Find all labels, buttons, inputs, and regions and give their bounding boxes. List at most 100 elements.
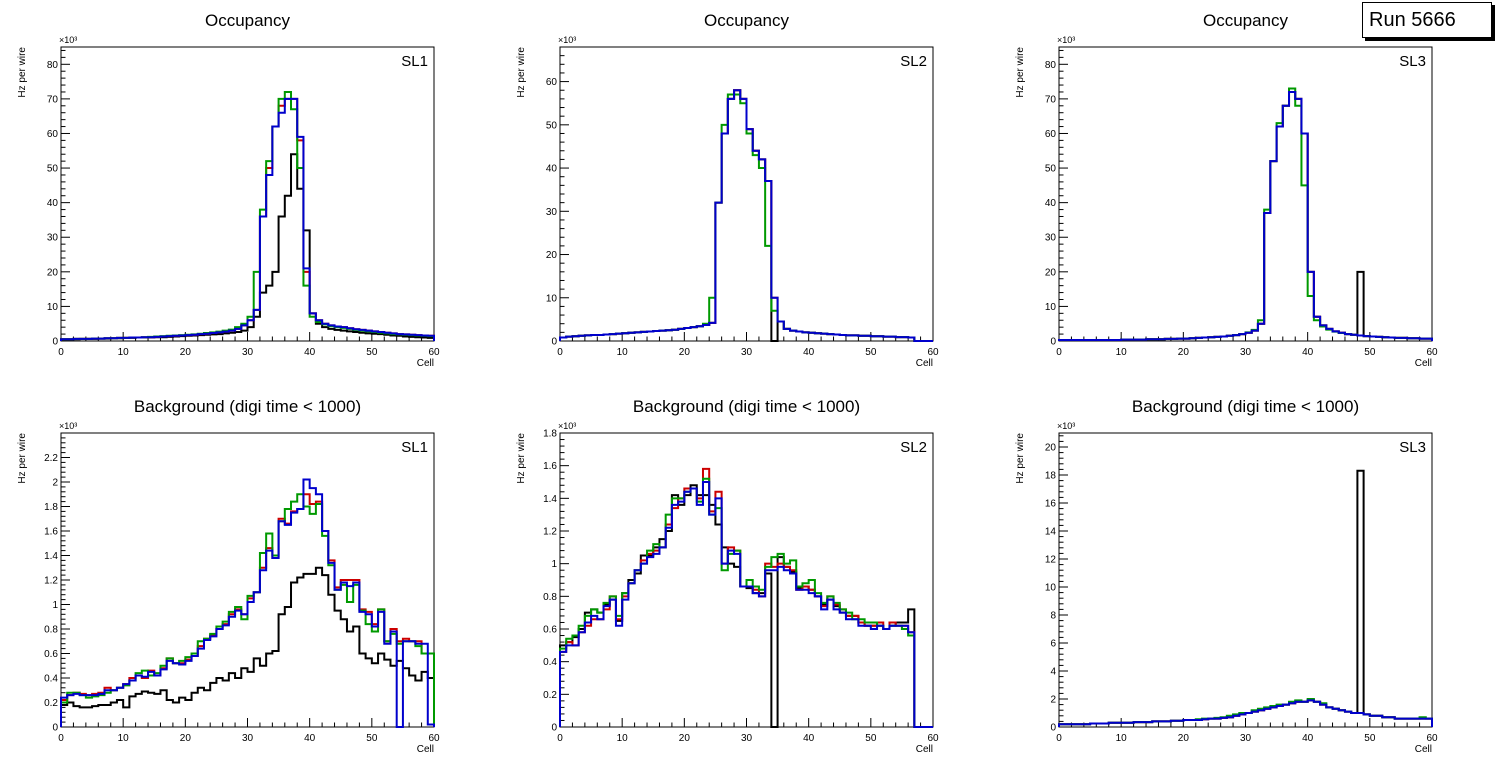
chart-title: Occupancy [704,11,790,30]
y-tick-label: 60 [47,129,59,140]
y-tick-label: 0.2 [44,698,58,709]
plot-frame [559,46,934,342]
x-tick-label: 40 [304,733,316,744]
x-tick-label: 20 [679,347,691,358]
chart-title: Occupancy [1203,11,1289,30]
x-tick-label: 10 [118,733,130,744]
histogram-series-blue [60,97,435,341]
histogram-series-green [559,93,933,342]
plot-frame [60,46,435,342]
y-tick-label: 70 [1045,94,1057,105]
x-tick-label: 30 [1240,347,1252,358]
y-tick-label: 2.2 [44,453,58,464]
plot-frame [1058,46,1433,342]
x-tick-label: 10 [1116,347,1128,358]
y-axis-exponent: ×10³ [59,35,77,45]
x-tick-label: 60 [428,347,440,358]
histogram-series-blue [559,89,933,342]
y-tick-label: 6 [1050,639,1056,650]
y-tick-label: 1.8 [44,502,58,513]
x-tick-label: 40 [304,347,316,358]
x-tick-label: 0 [557,347,563,358]
y-axis-exponent: ×10³ [1057,35,1075,45]
x-tick-label: 50 [865,733,877,744]
superlayer-label: SL2 [900,53,927,70]
y-tick-label: 20 [546,250,558,261]
histogram-panel-6: 0 10 20 30 40 50 60 0 2 4 6 8 10 12 14 16 18 20 ×10³ Backgr… [1015,397,1438,755]
y-tick-label: 16 [1045,499,1057,510]
superlayer-label: SL1 [401,439,428,456]
x-tick-label: 20 [1178,347,1190,358]
y-axis-title: Hz per wire [1015,433,1026,484]
y-tick-label: 0.8 [543,592,557,603]
y-tick-label: 2 [1050,695,1056,706]
y-tick-label: 0.6 [543,625,557,636]
histogram-panel-4: 0 10 20 30 40 50 60 0 0.2 0.4 0.6 0.8 1 1.2 1.4 1.6 1.8 2… [17,397,440,755]
x-tick-label: 50 [865,347,877,358]
y-tick-label: 1.6 [44,527,58,538]
y-axis-title: Hz per wire [17,47,28,98]
x-tick-label: 10 [1116,733,1128,744]
plot-frame [60,432,435,728]
histogram-series-black [1058,469,1433,727]
x-tick-label: 50 [366,347,378,358]
histogram-series-black [1058,90,1433,341]
x-axis-title: Cell [417,358,434,369]
x-tick-label: 40 [803,347,815,358]
x-tick-label: 60 [428,733,440,744]
x-axis-title: Cell [1415,744,1432,755]
x-axis-title: Cell [1415,358,1432,369]
x-tick-label: 0 [557,733,563,744]
x-tick-label: 10 [617,733,629,744]
y-tick-label: 10 [47,302,59,313]
histogram-series-blue [1058,90,1433,341]
x-tick-label: 0 [1056,733,1062,744]
y-tick-label: 70 [47,94,59,105]
y-tick-label: 1.6 [543,461,557,472]
superlayer-label: SL3 [1399,439,1426,456]
chart-title: Occupancy [205,11,291,30]
y-tick-label: 50 [47,164,59,175]
y-axis-exponent: ×10³ [558,35,576,45]
x-tick-label: 10 [118,347,130,358]
y-tick-label: 60 [1045,129,1057,140]
x-tick-label: 40 [803,733,815,744]
x-tick-label: 0 [1056,347,1062,358]
x-tick-label: 40 [1302,347,1314,358]
chart-title: Background (digi time < 1000) [134,397,361,416]
y-tick-label: 1.2 [543,527,557,538]
x-axis-title: Cell [916,744,933,755]
histogram-panel-1: 0 10 20 30 40 50 60 0 10 20 30 40 50 60 70 80 ×10³ Occupa… [17,11,440,369]
histogram-panel-5: 0 10 20 30 40 50 60 0 0.2 0.4 0.6 0.8 1 1.2 1.4 1.6 1.8×… [516,397,939,755]
y-tick-label: 20 [1045,267,1057,278]
superlayer-label: SL1 [401,53,428,70]
x-tick-label: 50 [1364,347,1376,358]
x-tick-label: 20 [1178,733,1190,744]
y-tick-label: 1.4 [44,551,58,562]
histogram-series-black [60,566,435,727]
histogram-series-green [1058,87,1433,341]
y-tick-label: 10 [1045,583,1057,594]
y-tick-label: 8 [1050,611,1056,622]
y-tick-label: 18 [1045,471,1057,482]
x-tick-label: 50 [366,733,378,744]
x-tick-label: 30 [1240,733,1252,744]
chart-title: Background (digi time < 1000) [633,397,860,416]
histogram-series-red [1058,90,1433,341]
x-tick-label: 20 [679,733,691,744]
y-tick-label: 1.8 [543,429,557,440]
x-tick-label: 0 [58,347,64,358]
y-tick-label: 0 [1050,337,1056,348]
y-tick-label: 20 [1045,443,1057,454]
y-tick-label: 0 [551,723,557,734]
x-tick-label: 30 [741,733,753,744]
x-tick-label: 0 [58,733,64,744]
x-tick-label: 60 [1426,733,1438,744]
y-axis-title: Hz per wire [1015,47,1026,98]
histogram-panel-2: 0 10 20 30 40 50 60 0 10 20 30 40 50 60 ×10³ Occupancy S… [516,11,939,369]
y-tick-label: 50 [546,120,558,131]
superlayer-label: SL2 [900,439,927,456]
histogram-series-blue [559,481,933,728]
y-tick-label: 0.4 [543,657,557,668]
plot-frame [1058,432,1433,728]
